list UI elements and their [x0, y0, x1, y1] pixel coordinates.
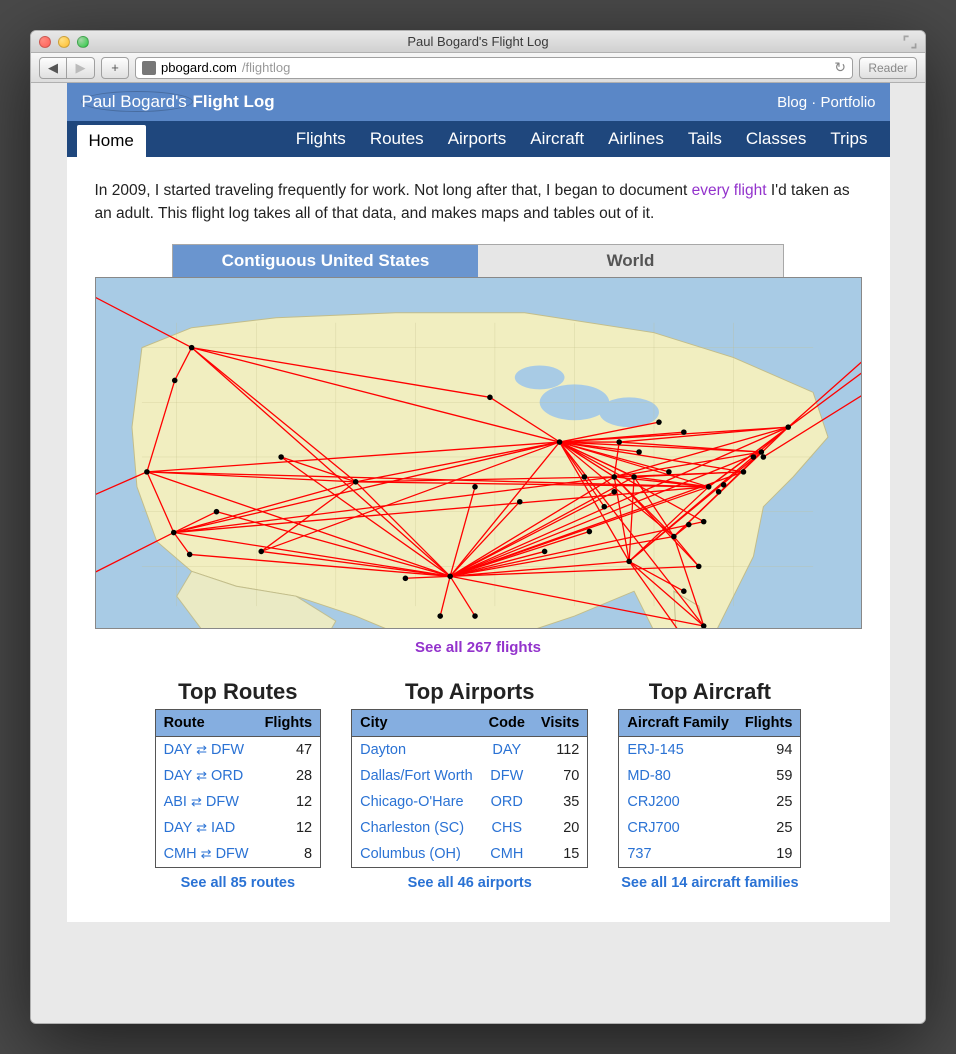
route-link[interactable]: ABI [164, 794, 187, 810]
see-all-aircraft-link[interactable]: See all 14 aircraft families [621, 875, 798, 891]
nav-aircraft[interactable]: Aircraft [518, 121, 596, 157]
airport-code-link[interactable]: CMH [490, 846, 523, 862]
see-all-flights: See all 267 flights [95, 639, 862, 657]
aircraft-link[interactable]: 737 [627, 846, 651, 862]
top-lists: Top Routes RouteFlightsDAY ⇄ DFW47DAY ⇄ … [95, 679, 862, 912]
aircraft-link[interactable]: CRJ200 [627, 794, 679, 810]
map-tab-0[interactable]: Contiguous United States [173, 245, 478, 277]
nav-classes[interactable]: Classes [734, 121, 818, 157]
see-all-airports-link[interactable]: See all 46 airports [408, 875, 532, 891]
zoom-window-button[interactable] [77, 36, 89, 48]
top-aircraft-table: Aircraft FamilyFlightsERJ-14594MD-8059CR… [618, 709, 801, 868]
browser-toolbar: ◀ ▶ + pbogard.com/flightlog ↻ Reader [31, 53, 925, 83]
route-link[interactable]: IAD [211, 820, 235, 836]
table-row: 73719 [619, 841, 801, 868]
top-routes-title: Top Routes [155, 679, 322, 705]
map-svg [96, 278, 861, 628]
airport-code-link[interactable]: CHS [491, 820, 522, 836]
table-row: ERJ-14594 [619, 736, 801, 763]
header-links: Blog · Portfolio [777, 94, 875, 111]
table-row: ABI ⇄ DFW12 [155, 789, 321, 815]
nav-trips[interactable]: Trips [818, 121, 879, 157]
map-tabs: Contiguous United StatesWorld [172, 244, 784, 277]
airport-code-link[interactable]: DAY [492, 742, 521, 758]
table-row: CRJ70025 [619, 815, 801, 841]
portfolio-link[interactable]: Portfolio [820, 94, 875, 111]
page: Paul Bogard's Flight Log Blog · Portfoli… [67, 83, 890, 922]
route-link[interactable]: DAY [164, 742, 192, 758]
table-row: DAY ⇄ DFW47 [155, 736, 321, 763]
airport-code-link[interactable]: ORD [491, 794, 523, 810]
browser-window: Paul Bogard's Flight Log ◀ ▶ + pbogard.c… [30, 30, 926, 1024]
aircraft-link[interactable]: ERJ-145 [627, 742, 683, 758]
table-row: Charleston (SC)CHS20 [352, 815, 588, 841]
route-link[interactable]: CMH [164, 846, 197, 862]
airport-code-link[interactable]: DFW [490, 768, 523, 784]
see-all-flights-link[interactable]: See all 267 flights [415, 639, 541, 656]
add-bookmark-button[interactable]: + [101, 57, 129, 79]
site-header: Paul Bogard's Flight Log Blog · Portfoli… [67, 83, 890, 121]
nav-button-group: ◀ ▶ [39, 57, 95, 79]
reload-icon[interactable]: ↻ [834, 59, 846, 76]
top-routes-section: Top Routes RouteFlightsDAY ⇄ DFW47DAY ⇄ … [155, 679, 322, 892]
airport-city-link[interactable]: Charleston (SC) [360, 820, 464, 836]
airport-city-link[interactable]: Dallas/Fort Worth [360, 768, 473, 784]
intro-text: In 2009, I started traveling frequently … [95, 179, 862, 226]
nav-tails[interactable]: Tails [676, 121, 734, 157]
top-airports-table: CityCodeVisitsDaytonDAY112Dallas/Fort Wo… [351, 709, 588, 868]
top-aircraft-title: Top Aircraft [618, 679, 801, 705]
blog-link[interactable]: Blog [777, 94, 807, 111]
url-host: pbogard.com [161, 60, 237, 75]
aircraft-link[interactable]: MD-80 [627, 768, 671, 784]
route-link[interactable]: DAY [164, 768, 192, 784]
top-airports-title: Top Airports [351, 679, 588, 705]
top-airports-section: Top Airports CityCodeVisitsDaytonDAY112D… [351, 679, 588, 892]
airport-city-link[interactable]: Columbus (OH) [360, 846, 461, 862]
nav-airports[interactable]: Airports [436, 121, 519, 157]
url-path: /flightlog [242, 60, 290, 75]
table-row: CRJ20025 [619, 789, 801, 815]
table-row: Columbus (OH)CMH15 [352, 841, 588, 868]
flight-map[interactable] [95, 277, 862, 629]
favicon-icon [142, 61, 156, 75]
forward-button[interactable]: ▶ [67, 57, 95, 79]
page-content: In 2009, I started traveling frequently … [67, 157, 890, 922]
nav-home[interactable]: Home [77, 125, 146, 157]
top-routes-table: RouteFlightsDAY ⇄ DFW47DAY ⇄ ORD28ABI ⇄ … [155, 709, 322, 868]
traffic-lights [39, 36, 89, 48]
minimize-window-button[interactable] [58, 36, 70, 48]
main-nav: Home FlightsRoutesAirportsAircraftAirline… [67, 121, 890, 157]
route-link[interactable]: DFW [206, 794, 239, 810]
airport-city-link[interactable]: Dayton [360, 742, 406, 758]
table-row: Dallas/Fort WorthDFW70 [352, 763, 588, 789]
see-all-routes-link[interactable]: See all 85 routes [181, 875, 295, 891]
table-row: DaytonDAY112 [352, 736, 588, 763]
nav-flights[interactable]: Flights [284, 121, 358, 157]
table-row: Chicago-O'HareORD35 [352, 789, 588, 815]
aircraft-link[interactable]: CRJ700 [627, 820, 679, 836]
airport-city-link[interactable]: Chicago-O'Hare [360, 794, 464, 810]
table-row: MD-8059 [619, 763, 801, 789]
site-title: Paul Bogard's Flight Log [81, 92, 275, 112]
window-title: Paul Bogard's Flight Log [31, 34, 925, 49]
route-link[interactable]: DFW [211, 742, 244, 758]
nav-routes[interactable]: Routes [358, 121, 436, 157]
map-tab-1[interactable]: World [478, 245, 783, 277]
table-row: DAY ⇄ ORD28 [155, 763, 321, 789]
fullscreen-icon[interactable] [903, 35, 917, 49]
every-flight-link[interactable]: every flight [692, 182, 767, 199]
route-link[interactable]: ORD [211, 768, 243, 784]
route-link[interactable]: DAY [164, 820, 192, 836]
page-viewport: Paul Bogard's Flight Log Blog · Portfoli… [31, 83, 925, 1023]
top-aircraft-section: Top Aircraft Aircraft FamilyFlightsERJ-1… [618, 679, 801, 892]
table-row: DAY ⇄ IAD12 [155, 815, 321, 841]
back-button[interactable]: ◀ [39, 57, 67, 79]
route-link[interactable]: DFW [216, 846, 249, 862]
url-field[interactable]: pbogard.com/flightlog ↻ [135, 57, 853, 79]
table-row: CMH ⇄ DFW8 [155, 841, 321, 868]
window-titlebar[interactable]: Paul Bogard's Flight Log [31, 31, 925, 53]
nav-airlines[interactable]: Airlines [596, 121, 676, 157]
reader-button[interactable]: Reader [859, 57, 917, 79]
close-window-button[interactable] [39, 36, 51, 48]
